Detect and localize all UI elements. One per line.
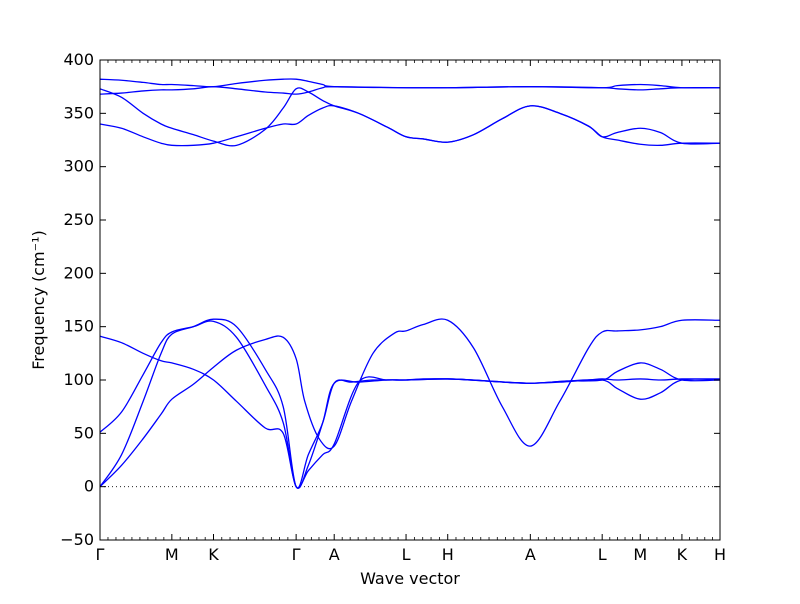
plot-frame [99, 59, 721, 541]
y-tick-label: 150 [63, 317, 94, 336]
x-tick-label: M [165, 545, 179, 564]
x-tick-label: K [677, 545, 688, 564]
x-tick-label: H [442, 545, 454, 564]
y-tick-label: 0 [84, 477, 94, 496]
x-tick-label: L [598, 545, 607, 564]
y-tick-label: 200 [63, 263, 94, 282]
y-axis-label: Frequency (cm⁻¹) [29, 230, 48, 369]
branch-line-1 [99, 318, 721, 488]
x-tick-label: K [208, 545, 219, 564]
y-tick-label: 100 [63, 370, 94, 389]
x-tick-label: A [525, 545, 536, 564]
x-tick-label: A [329, 545, 340, 564]
x-tick-label: M [633, 545, 647, 564]
branch-line-6 [99, 87, 721, 147]
y-tick-label: 50 [74, 423, 94, 442]
branch-line-3 [99, 335, 721, 489]
x-tick-label: H [714, 545, 726, 564]
series-layer [99, 78, 721, 489]
y-tick-label: −50 [60, 530, 94, 549]
branch-line-4 [99, 318, 721, 489]
branch-line-7 [99, 83, 721, 95]
y-tick-label: 400 [63, 50, 94, 69]
y-tick-label: 250 [63, 210, 94, 229]
x-tick-label: Γ [96, 545, 105, 564]
branch-line-8 [99, 78, 721, 91]
y-ticks: −50 0 50 100 150 200 250 300 350 400 [60, 50, 720, 549]
x-axis-label: Wave vector [360, 569, 460, 588]
x-tick-label: Γ [292, 545, 301, 564]
x-tick-label: L [402, 545, 411, 564]
y-tick-label: 300 [63, 157, 94, 176]
y-tick-label: 350 [63, 103, 94, 122]
